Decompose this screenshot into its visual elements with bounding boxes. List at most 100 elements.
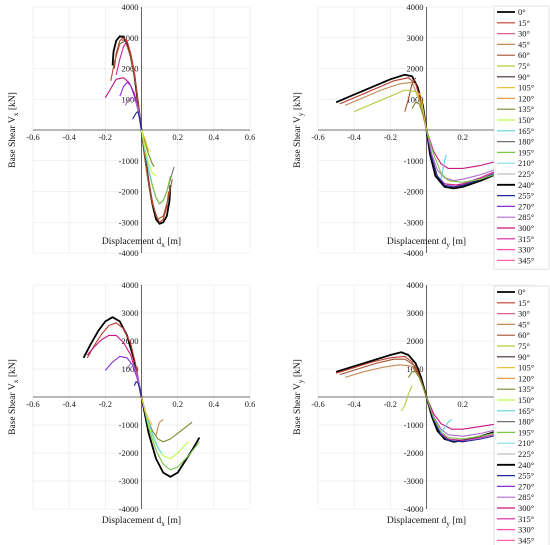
x-tick-label: 0.4 <box>209 399 220 409</box>
legend-label: 45° <box>518 319 530 329</box>
y-tick-label: 2000 <box>407 336 424 346</box>
y-tick-label: 3000 <box>407 308 424 318</box>
legend-label: 45° <box>518 39 530 49</box>
y-axis-label-unit: [kN] <box>293 92 303 112</box>
series-line <box>115 40 128 75</box>
y-tick-label: -1000 <box>119 156 139 166</box>
series-line <box>86 322 143 398</box>
legend-label: 270° <box>518 481 534 491</box>
y-tick-label: -1000 <box>404 156 424 166</box>
series-line <box>400 385 413 412</box>
x-axis-label-sub: x <box>161 519 165 528</box>
y-axis-label: Base Shear Vx [kN] <box>8 92 20 168</box>
legend-label: 255° <box>518 471 534 481</box>
legend-label: 75° <box>518 341 530 351</box>
legend-label: 240° <box>518 460 534 470</box>
legend-label: 105° <box>518 83 534 93</box>
x-axis-label: Displacement dx [m] <box>102 516 181 528</box>
x-tick-label: 0.2 <box>457 132 468 142</box>
y-axis-label: Base Shear Vy [kN] <box>293 359 305 435</box>
legend: 0°15°30°45°60°75°90°105°120°135°150°165°… <box>493 285 550 545</box>
legend-label: 150° <box>518 115 534 125</box>
x-tick-label: 0.2 <box>172 399 183 409</box>
chart-panel-bottom-right: -0.6-0.4-0.20.20.40.6-4000-3000-2000-100… <box>293 280 550 545</box>
legend-label: 120° <box>518 373 534 383</box>
y-axis-label-main: Base Shear V <box>8 116 18 168</box>
y-tick-label: -3000 <box>119 217 139 227</box>
legend-label: 225° <box>518 449 534 459</box>
legend-label: 60° <box>518 50 530 60</box>
y-axis-label-sub: x <box>11 379 20 383</box>
y-tick-label: -2000 <box>404 187 424 197</box>
y-axis-label-main: Base Shear V <box>293 383 303 435</box>
y-tick-label: 4000 <box>122 280 139 290</box>
legend-label: 330° <box>518 525 534 535</box>
series-line <box>132 111 143 131</box>
y-tick-label: -4000 <box>119 248 139 258</box>
y-tick-label: -3000 <box>404 476 424 486</box>
y-axis-label-main: Base Shear V <box>8 383 18 435</box>
series-line <box>411 101 428 131</box>
x-tick-label: -0.4 <box>347 399 361 409</box>
series-line <box>155 418 164 437</box>
x-tick-label: -0.2 <box>99 399 112 409</box>
x-tick-label: -0.2 <box>384 132 397 142</box>
y-tick-label: 4000 <box>407 280 424 290</box>
y-tick-label: 3000 <box>122 33 139 43</box>
y-tick-label: 2000 <box>122 336 139 346</box>
legend-label: 30° <box>518 309 530 319</box>
series-line <box>126 362 143 398</box>
x-axis-label: Displacement dy [m] <box>387 237 466 249</box>
legend-label: 0° <box>518 287 526 297</box>
x-tick-label: -0.6 <box>26 399 39 409</box>
legend-label: 60° <box>518 330 530 340</box>
chart-panel-top-right: -0.6-0.4-0.20.20.40.6-4000-3000-2000-100… <box>293 2 550 270</box>
legend-label: 90° <box>518 72 530 82</box>
y-axis-label: Base Shear Vy [kN] <box>293 92 305 168</box>
x-tick-label: 0.6 <box>245 399 256 409</box>
legend-label: 330° <box>518 245 534 255</box>
legend: 0°15°30°45°60°75°90°105°120°135°150°165°… <box>493 5 550 270</box>
legend-label: 210° <box>518 158 534 168</box>
y-tick-label: 2000 <box>407 64 424 74</box>
y-tick-label: 3000 <box>122 308 139 318</box>
y-tick-label: 1000 <box>407 94 424 104</box>
series-line <box>344 81 428 131</box>
legend-label: 255° <box>518 191 534 201</box>
legend-label: 300° <box>518 503 534 513</box>
chart-panel-bottom-left: -0.6 -0.4 -0.2 0.2 0.4 0.6 -4000 -3000 -2000 -100… <box>8 280 255 528</box>
y-tick-label: -1000 <box>119 420 139 430</box>
x-axis-label-unit: [m] <box>165 516 181 526</box>
legend-label: 345° <box>518 535 534 545</box>
y-tick-label: 4000 <box>407 2 424 12</box>
series-line <box>140 129 151 152</box>
x-tick-label: 0.2 <box>172 132 183 142</box>
x-axis-label-sub: y <box>446 519 450 528</box>
y-axis-label-unit: [kN] <box>8 359 18 379</box>
y-tick-label: -2000 <box>119 187 139 197</box>
legend-label: 30° <box>518 29 530 39</box>
series-line <box>140 129 157 177</box>
y-axis-label-unit: [kN] <box>8 92 18 112</box>
x-axis-label-main: Displacement d <box>102 237 162 247</box>
y-tick-label: -2000 <box>119 448 139 458</box>
legend-label: 120° <box>518 93 534 103</box>
legend-label: 195° <box>518 427 534 437</box>
x-tick-label: -0.4 <box>62 132 76 142</box>
x-tick-label: 0.6 <box>245 132 256 142</box>
series-line <box>425 129 518 188</box>
legend-label: 195° <box>518 147 534 157</box>
y-tick-label: -4000 <box>404 504 424 514</box>
y-tick-label: -4000 <box>119 504 139 514</box>
series-line <box>353 89 428 131</box>
legend-label: 105° <box>518 363 534 373</box>
legend-label: 135° <box>518 104 534 114</box>
legend-box <box>493 285 550 545</box>
legend-label: 315° <box>518 514 534 524</box>
legend-label: 165° <box>518 126 534 136</box>
x-tick-label: -0.4 <box>62 399 76 409</box>
series-line <box>140 396 200 471</box>
x-axis-label-unit: [m] <box>450 237 466 247</box>
chart-panel-top-left: -0.6 -0.4 -0.2 0.2 0.4 0.6 -4000 -3000 -2000 -100… <box>8 2 255 258</box>
legend-label: 300° <box>518 223 534 233</box>
